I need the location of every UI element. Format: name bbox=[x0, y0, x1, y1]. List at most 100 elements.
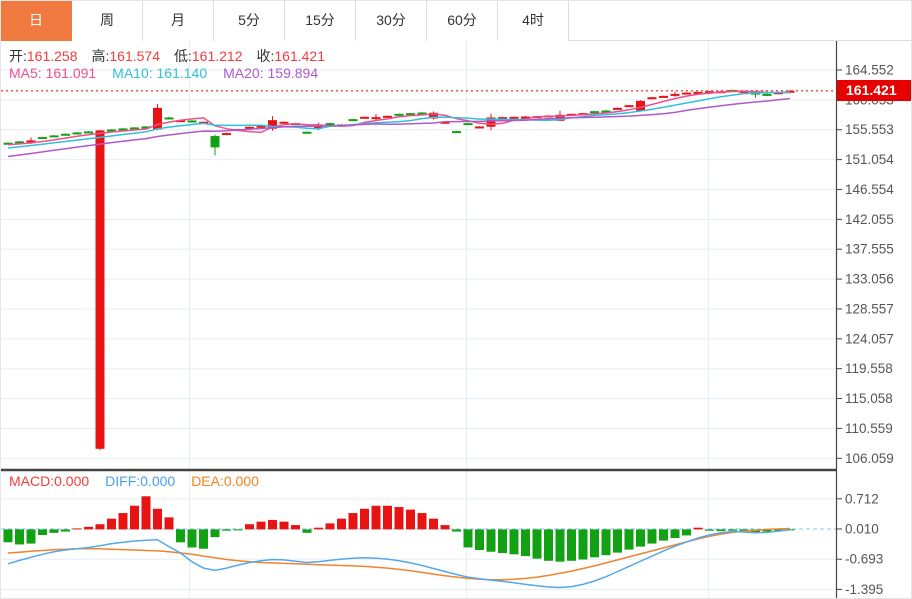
macd-bar bbox=[417, 513, 427, 530]
macd-bar bbox=[394, 507, 404, 530]
y-axis-label: 128.557 bbox=[845, 301, 894, 316]
candle-body bbox=[3, 142, 13, 145]
macd-bar bbox=[624, 529, 634, 550]
macd-bar bbox=[463, 529, 473, 548]
candle-body bbox=[325, 123, 335, 126]
macd-bar bbox=[15, 529, 24, 545]
macd-axis-label: 0.712 bbox=[845, 491, 879, 506]
macd-chart-canvas[interactable]: 0.712 0.010 -0.693 -1.395 bbox=[1, 470, 912, 599]
high-label: 高: bbox=[91, 48, 110, 64]
macd-bar bbox=[590, 529, 599, 558]
tab-月[interactable]: 月 bbox=[143, 1, 214, 41]
y-axis-label: 133.056 bbox=[845, 272, 894, 287]
macd-bar bbox=[728, 529, 737, 531]
candle-body bbox=[440, 121, 450, 124]
candlestick-chart-canvas[interactable]: 164.552160.053155.553151.054146.554142.0… bbox=[1, 41, 912, 470]
macd-bar bbox=[509, 529, 519, 555]
candle-body bbox=[279, 121, 289, 124]
tab-5分[interactable]: 5分 bbox=[214, 1, 285, 41]
macd-bar bbox=[38, 529, 47, 535]
macd-bar bbox=[279, 521, 289, 530]
candle-body bbox=[498, 117, 507, 120]
candle-body bbox=[785, 90, 795, 93]
candle-body bbox=[348, 119, 358, 122]
macd-bar bbox=[406, 509, 415, 530]
y-axis-label: 142.055 bbox=[845, 212, 894, 227]
candle-body bbox=[371, 117, 381, 120]
candle-body bbox=[647, 97, 657, 100]
tab-60分[interactable]: 60分 bbox=[427, 1, 498, 41]
candlestick-series bbox=[3, 89, 795, 451]
candle-body bbox=[314, 126, 323, 129]
macd-axis-label: 0.010 bbox=[845, 521, 879, 536]
macd-bar bbox=[636, 529, 645, 547]
macd-bar bbox=[670, 529, 680, 538]
macd-bar bbox=[452, 529, 461, 532]
candle-body bbox=[153, 107, 162, 130]
ma10-legend: MA10: 161.140 bbox=[112, 65, 208, 81]
y-axis-label: 115.058 bbox=[845, 391, 893, 406]
candle-body bbox=[176, 120, 185, 123]
close-value: 161.421 bbox=[274, 48, 325, 64]
candle-body bbox=[509, 116, 519, 119]
macd-bar bbox=[61, 529, 70, 532]
tab-周[interactable]: 周 bbox=[72, 1, 143, 41]
candle-body bbox=[486, 117, 496, 127]
low-value: 161.212 bbox=[191, 48, 243, 64]
candle-body bbox=[521, 116, 530, 119]
macd-bar bbox=[72, 528, 82, 530]
diff-value-legend: DIFF:0.000 bbox=[105, 473, 176, 489]
macd-bar bbox=[222, 529, 231, 531]
y-axis-label: 164.552 bbox=[845, 63, 894, 78]
high-value: 161.574 bbox=[109, 48, 160, 64]
tab-30分[interactable]: 30分 bbox=[356, 1, 427, 41]
macd-bar bbox=[107, 518, 116, 530]
macd-bar bbox=[647, 529, 657, 544]
candle-body bbox=[613, 107, 622, 110]
tab-15分[interactable]: 15分 bbox=[285, 1, 356, 41]
candle-body bbox=[268, 120, 277, 129]
y-axis-label: 137.555 bbox=[845, 242, 894, 257]
candle-body bbox=[61, 133, 70, 136]
y-axis-label: 124.057 bbox=[845, 331, 894, 346]
macd-bar bbox=[84, 526, 93, 530]
macd-bar bbox=[601, 529, 611, 556]
macd-bar bbox=[164, 517, 174, 530]
macd-bar bbox=[49, 529, 59, 533]
macd-bar bbox=[567, 529, 576, 561]
current-price-tag: 161.421 bbox=[837, 80, 911, 101]
macd-bar bbox=[130, 505, 139, 530]
ma20-legend: MA20: 159.894 bbox=[223, 65, 319, 81]
candle-body bbox=[682, 92, 691, 95]
tab-4时[interactable]: 4时 bbox=[498, 1, 569, 41]
candle-body bbox=[463, 123, 473, 126]
macd-bar bbox=[659, 529, 668, 541]
close-label: 收: bbox=[256, 48, 275, 64]
y-axis-label: 155.553 bbox=[845, 122, 894, 137]
candle-body bbox=[429, 112, 438, 119]
macd-bar bbox=[440, 525, 450, 530]
macd-bar bbox=[578, 529, 588, 560]
macd-bar bbox=[693, 527, 703, 530]
macd-bar bbox=[153, 508, 162, 530]
candle-body bbox=[636, 100, 645, 111]
candle-body bbox=[302, 131, 312, 134]
macd-bar bbox=[26, 529, 36, 544]
candle-body bbox=[84, 131, 93, 134]
candle-body bbox=[256, 125, 266, 128]
ohlc-legend: 开:161.258 高:161.574 低:161.212 收:161.421 bbox=[9, 46, 339, 66]
ma10-line bbox=[7, 91, 791, 149]
low-label: 低: bbox=[174, 48, 192, 64]
macd-axis-label: -1.395 bbox=[845, 582, 883, 597]
macd-bar bbox=[118, 513, 128, 530]
candle-body bbox=[601, 110, 611, 113]
macd-bar bbox=[360, 508, 369, 530]
macd-bar bbox=[245, 524, 254, 530]
macd-bar bbox=[210, 529, 220, 538]
macd-bar bbox=[682, 529, 691, 536]
candle-body bbox=[222, 133, 231, 136]
dea-line bbox=[7, 527, 791, 581]
tab-日[interactable]: 日 bbox=[1, 1, 72, 41]
macd-bar bbox=[762, 529, 772, 532]
